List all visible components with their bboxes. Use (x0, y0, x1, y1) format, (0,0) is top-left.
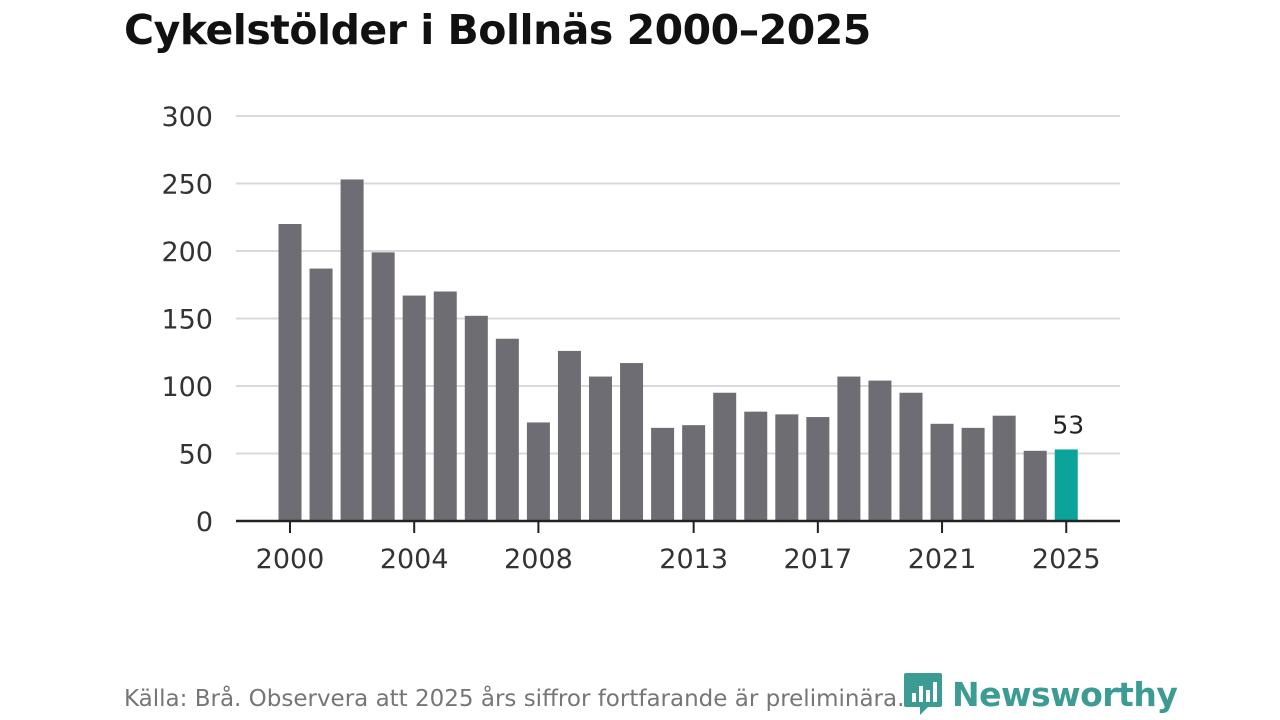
x-tick-label: 2017 (783, 544, 852, 575)
bar (837, 376, 861, 521)
y-axis-ticks: 0 50 100 150 200 250 300 (161, 102, 213, 538)
chart-title: Cykelstölder i Bollnäs 2000–2025 (124, 6, 871, 54)
gridlines (236, 115, 1120, 455)
bar (340, 179, 364, 521)
y-tick-label: 200 (161, 237, 213, 268)
bar (930, 423, 954, 521)
newsworthy-bar-chart-logo-icon (904, 673, 942, 715)
bar (464, 315, 488, 521)
brand-name: Newsworthy (952, 674, 1178, 714)
y-tick-label: 150 (161, 305, 213, 336)
bar (806, 417, 830, 521)
y-tick-label: 100 (161, 372, 213, 403)
bar (899, 392, 923, 521)
bar (682, 425, 706, 521)
bar (433, 291, 457, 521)
x-tick-label: 2008 (504, 544, 573, 575)
bar (495, 338, 519, 521)
bar (557, 350, 581, 521)
x-tick-label: 2000 (256, 544, 325, 575)
data-labels: 53 (1052, 410, 1084, 439)
bar (371, 252, 395, 521)
x-tick-label: 2025 (1032, 544, 1101, 575)
x-tick-label: 2013 (659, 544, 728, 575)
y-tick-label: 300 (161, 102, 213, 133)
source-note: Källa: Brå. Observera att 2025 års siffr… (124, 686, 905, 712)
bar (1023, 450, 1047, 521)
bar (744, 411, 768, 521)
bar (589, 376, 612, 521)
y-tick-label: 0 (196, 507, 213, 538)
bar (775, 414, 799, 521)
brand-logo: Newsworthy (902, 670, 1178, 718)
y-tick-label: 250 (161, 170, 213, 201)
bar (620, 363, 644, 521)
bar (402, 295, 426, 521)
bar (961, 427, 985, 521)
x-tick-label: 2004 (380, 544, 449, 575)
bar (868, 380, 892, 521)
bar (992, 415, 1016, 521)
x-tick-label: 2021 (908, 544, 977, 575)
x-axis-ticks: 2000 2004 2008 2013 2017 2021 2025 (256, 521, 1101, 575)
bar (278, 224, 302, 521)
data-label: 53 (1052, 410, 1084, 439)
bar (713, 392, 737, 521)
bar-highlight (1054, 449, 1078, 521)
y-tick-label: 50 (179, 440, 213, 471)
bars (278, 179, 1078, 521)
bar (651, 427, 675, 521)
bar (309, 268, 333, 521)
bar (526, 422, 550, 521)
